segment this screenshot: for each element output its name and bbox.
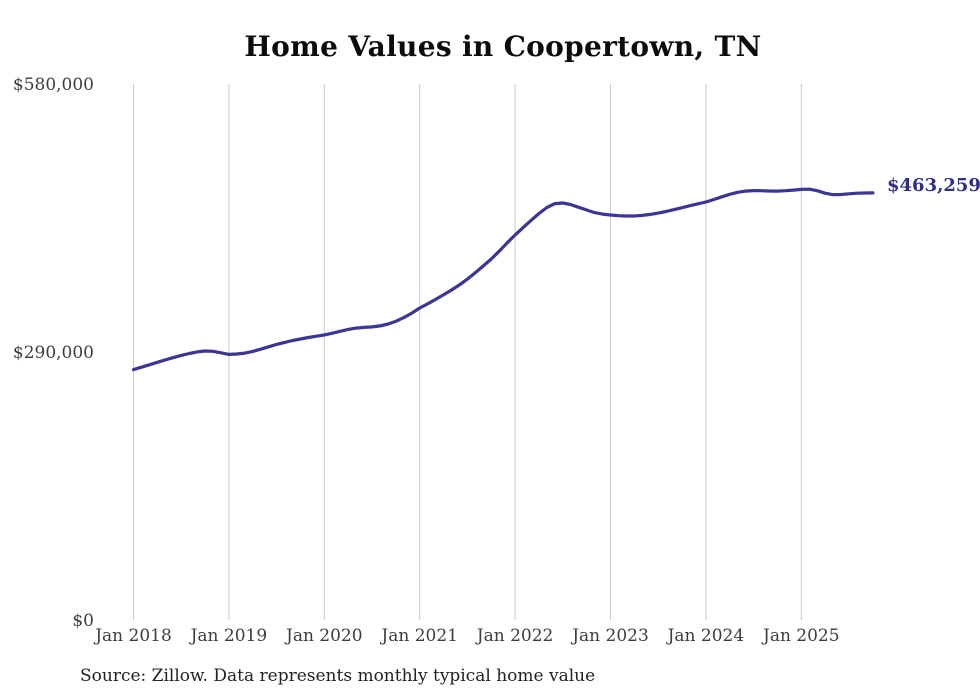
- source-note: Source: Zillow. Data represents monthly …: [80, 666, 596, 686]
- x-axis-tick-label: Jan 2018: [95, 626, 172, 646]
- x-axis-tick-label: Jan 2020: [286, 626, 363, 646]
- x-axis-tick-label: Jan 2024: [667, 626, 745, 646]
- x-axis-tick-label: Jan 2022: [476, 626, 554, 646]
- y-axis-tick-label: $290,000: [12, 343, 94, 363]
- chart-title: Home Values in Coopertown, TN: [244, 30, 762, 63]
- x-axis-tick-label: Jan 2021: [381, 626, 458, 646]
- end-value-label: $463,259: [887, 174, 980, 196]
- home-value-line: [131, 187, 875, 372]
- y-axis-tick-label: $0: [72, 611, 94, 631]
- x-axis-tick-label: Jan 2025: [763, 626, 840, 646]
- x-axis-tick-label: Jan 2019: [190, 626, 268, 646]
- x-axis-tick-label: Jan 2023: [572, 626, 649, 646]
- y-axis-tick-label: $580,000: [12, 75, 94, 95]
